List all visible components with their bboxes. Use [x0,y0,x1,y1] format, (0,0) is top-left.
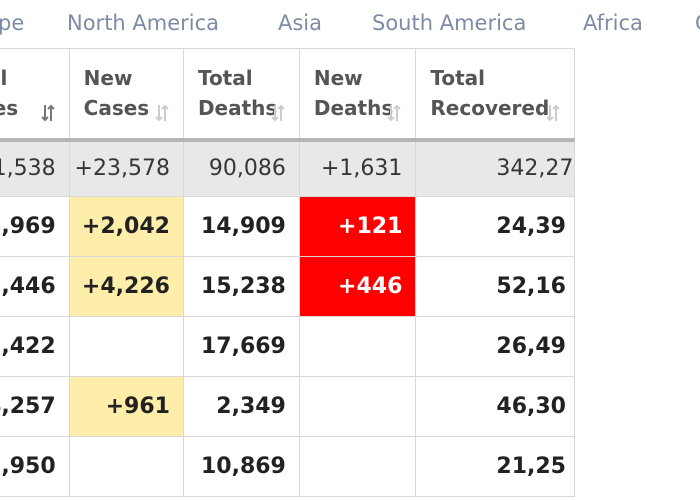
column-header[interactable]: Total Cases [0,48,70,142]
sort-icon[interactable] [40,104,55,122]
cell: 46,30 [415,376,575,437]
country-row: 112,950 10,869 21,25 [0,436,575,497]
cell: 114,257 [0,376,70,437]
country-row: 139,422 17,669 26,49 [0,316,575,377]
region-tab[interactable]: South America [372,11,527,35]
header-row: Total Cases New Cases Total Deaths New Deat… [0,48,575,142]
header-label: Total Deaths [197,66,278,120]
region-tab[interactable]: pe [0,11,25,35]
cell: +23,578 [68,139,184,197]
column-header[interactable]: New Deaths [298,48,417,142]
sort-icon[interactable] [155,104,169,122]
cell: +446 [298,256,417,317]
cell: +2,042 [68,196,184,257]
region-tabs: pe North America Asia South America Africa O [0,0,700,48]
header-label: Total Recovered [430,66,550,120]
cell: 10,869 [182,436,300,497]
cell [298,376,417,437]
sort-icon[interactable] [546,104,560,122]
region-tab[interactable]: North America [67,11,220,35]
cell: 2,349 [182,376,300,437]
covid-table: Total Cases New Cases Total Deaths New Deat… [0,48,575,497]
column-header[interactable]: Total Deaths [182,48,300,142]
cell: +961 [68,376,184,437]
sort-icon[interactable] [271,104,285,122]
cell [68,316,184,377]
cell: 26,49 [415,316,575,377]
header-label: Total Cases [0,66,19,120]
cell [68,436,184,497]
sort-icon[interactable] [387,104,402,122]
cell [298,436,417,497]
cell: +4,226 [68,256,184,317]
cell: 52,16 [415,256,575,317]
cell: 17,669 [182,316,300,377]
cell: +1,631 [298,139,417,197]
cell: +121 [298,196,417,257]
cell: 112,950 [0,436,70,497]
region-tab[interactable]: Africa [583,11,643,35]
cell: 1,541,538 [0,139,70,197]
header-label: New Deaths [313,66,394,120]
region-tab[interactable]: O [695,11,700,35]
cell: 15,238 [182,256,300,317]
cell: 90,086 [182,139,300,197]
cell: 21,25 [415,436,575,497]
cell: 14,909 [182,196,300,257]
header-label: New Cases [83,66,150,120]
table-body: 1,541,538+23,57890,086+1,631342,27436,96… [0,139,575,497]
cell: 436,969 [0,196,70,257]
column-header[interactable]: Total Recovered [415,48,575,142]
column-header[interactable]: New Cases [68,48,184,142]
region-tab[interactable]: Asia [278,11,323,35]
cell: 24,39 [415,196,575,257]
cell: 152,446 [0,256,70,317]
cell [298,316,417,377]
cell: 139,422 [0,316,70,377]
cell: 342,27 [415,139,575,197]
